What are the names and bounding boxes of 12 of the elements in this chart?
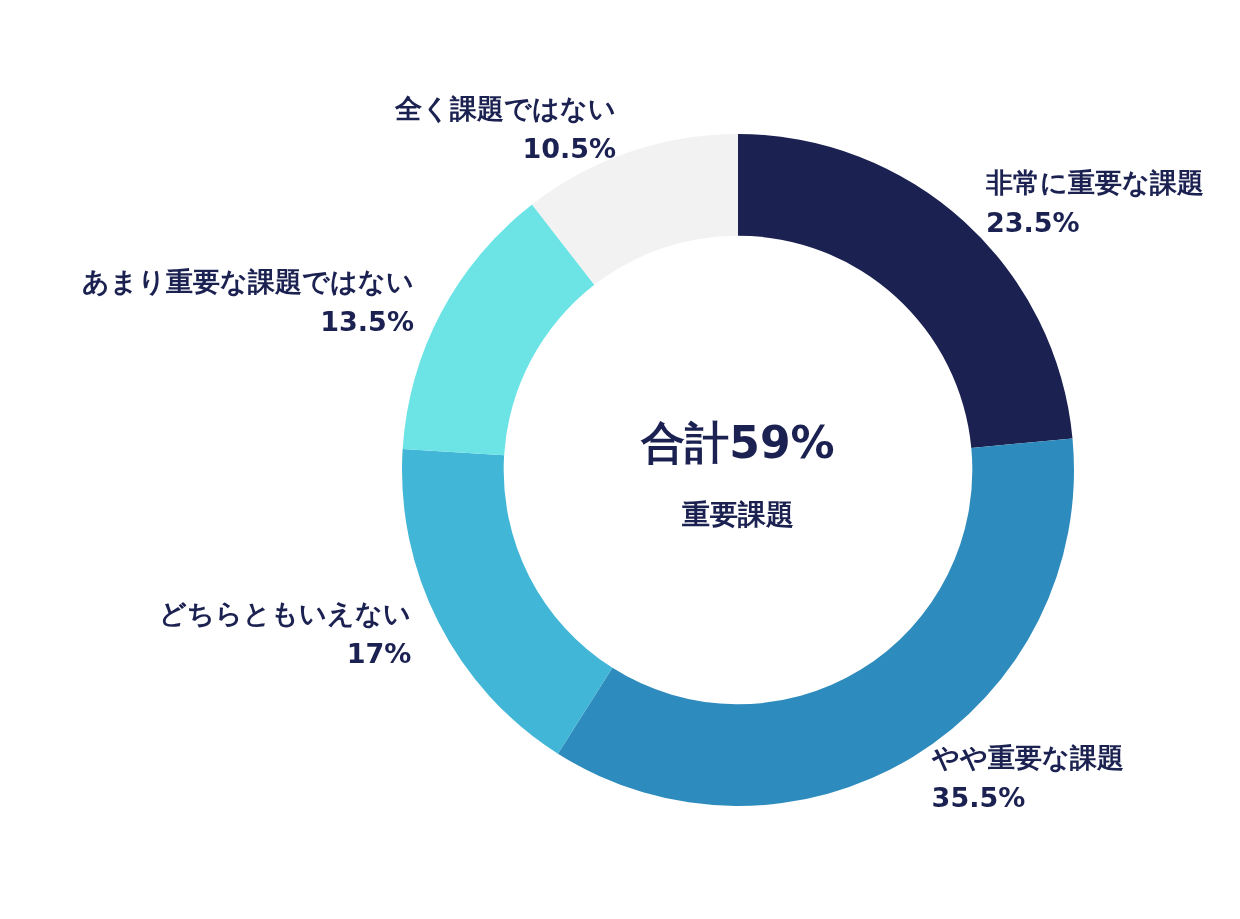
slice-label: 全く課題ではない (394, 92, 617, 124)
text: 重要課題 (681, 497, 794, 531)
slice-label: 非常に重要な課題 (984, 167, 1204, 199)
text: 合計59% (640, 416, 835, 468)
slice-label: どちらともいえない (159, 598, 412, 630)
data-label: 13.5% (320, 305, 414, 337)
slice-label: やや重要な課題 (930, 742, 1124, 774)
data-label: 17% (346, 638, 412, 670)
slice-label: あまり重要な課題ではない (81, 265, 414, 297)
data-label: 35.5% (931, 782, 1026, 814)
data-label: 23.5% (985, 207, 1080, 239)
data-label: 10.5% (522, 132, 617, 164)
